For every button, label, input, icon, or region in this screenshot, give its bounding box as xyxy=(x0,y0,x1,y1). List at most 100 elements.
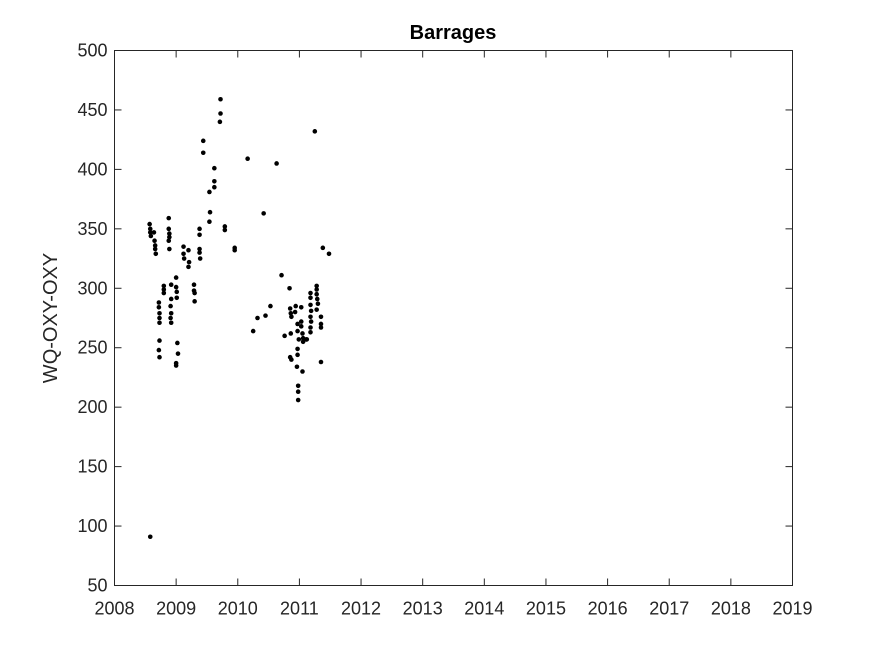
chart-title: Barrages xyxy=(410,22,497,44)
data-point xyxy=(173,284,179,290)
data-point xyxy=(318,325,324,330)
data-point xyxy=(167,234,172,240)
data-point xyxy=(308,308,314,314)
data-point xyxy=(166,215,172,221)
data-points xyxy=(147,96,332,540)
data-point xyxy=(156,305,162,310)
x-tick-label: 2010 xyxy=(218,599,258,619)
y-tick-label: 500 xyxy=(77,41,107,61)
x-tick-label: 2009 xyxy=(156,599,196,619)
data-point xyxy=(168,296,174,302)
data-point xyxy=(161,287,167,292)
data-point xyxy=(175,351,181,356)
data-point xyxy=(232,247,237,253)
data-point xyxy=(168,303,173,309)
y-axis-ticks: 50 100 150 200 250 300 350 400 450 500 xyxy=(77,41,793,596)
data-point xyxy=(181,256,187,261)
data-point xyxy=(315,301,321,307)
data-point xyxy=(175,340,180,346)
data-point xyxy=(157,320,162,326)
data-point xyxy=(151,230,157,235)
data-point xyxy=(166,226,172,232)
data-point xyxy=(218,96,223,102)
data-point xyxy=(318,321,324,327)
data-point xyxy=(289,357,294,362)
data-point xyxy=(192,299,197,304)
data-point xyxy=(217,119,223,125)
data-point xyxy=(197,246,202,252)
data-point xyxy=(268,303,273,309)
data-point xyxy=(156,300,162,305)
data-point xyxy=(197,226,202,232)
x-tick-label: 2014 xyxy=(464,599,504,619)
data-point xyxy=(318,359,324,365)
x-tick-label: 2018 xyxy=(711,599,751,619)
data-point xyxy=(197,256,203,261)
data-point xyxy=(174,289,180,295)
data-point xyxy=(212,184,217,190)
data-point xyxy=(166,238,172,244)
data-point xyxy=(294,364,300,370)
data-point xyxy=(263,313,268,318)
data-point xyxy=(314,283,319,289)
y-tick-label: 200 xyxy=(77,397,107,417)
y-tick-label: 450 xyxy=(77,100,107,120)
data-point xyxy=(308,290,313,296)
data-point xyxy=(222,224,228,229)
data-point xyxy=(152,243,158,248)
y-tick-label: 150 xyxy=(77,457,107,477)
data-point xyxy=(308,314,313,320)
data-point xyxy=(207,189,212,195)
data-point xyxy=(287,285,292,291)
x-tick-label: 2008 xyxy=(94,599,134,619)
data-point xyxy=(167,246,172,252)
x-tick-label: 2016 xyxy=(588,599,628,619)
data-point xyxy=(167,231,172,236)
data-point xyxy=(197,250,202,255)
data-point xyxy=(250,328,256,334)
data-point xyxy=(300,369,305,374)
data-point xyxy=(279,272,284,278)
data-point xyxy=(245,156,250,161)
data-point xyxy=(191,282,197,288)
data-point xyxy=(207,219,212,224)
data-point xyxy=(295,397,301,403)
y-tick-label: 50 xyxy=(87,576,107,596)
y-axis-label: WQ-OXY-OXY xyxy=(40,253,62,383)
data-point xyxy=(148,233,154,239)
data-point xyxy=(207,209,213,215)
data-point xyxy=(168,315,173,321)
data-point xyxy=(152,246,158,252)
y-tick-label: 400 xyxy=(77,159,107,179)
x-tick-label: 2011 xyxy=(280,599,319,619)
y-tick-label: 350 xyxy=(77,219,107,239)
data-point xyxy=(292,309,298,315)
data-point xyxy=(200,138,206,144)
data-point xyxy=(295,383,301,389)
data-point xyxy=(308,302,313,308)
data-point xyxy=(156,347,162,353)
data-point xyxy=(212,165,217,171)
data-point xyxy=(320,245,326,251)
data-point xyxy=(308,295,313,301)
data-point xyxy=(147,534,153,540)
data-point xyxy=(314,291,319,297)
data-point xyxy=(298,319,304,324)
data-point xyxy=(326,251,332,257)
data-point xyxy=(287,306,293,311)
x-tick-label: 2015 xyxy=(526,599,566,619)
data-point xyxy=(288,310,294,316)
data-point xyxy=(308,325,313,330)
data-point xyxy=(304,337,310,342)
data-point xyxy=(295,389,301,395)
data-point xyxy=(295,352,300,358)
data-point xyxy=(147,226,153,232)
data-point xyxy=(153,251,159,257)
data-point xyxy=(295,321,300,327)
x-tick-label: 2013 xyxy=(403,599,443,619)
data-point xyxy=(212,178,217,184)
data-point xyxy=(157,315,162,321)
data-point xyxy=(314,307,319,312)
data-point xyxy=(173,363,179,368)
